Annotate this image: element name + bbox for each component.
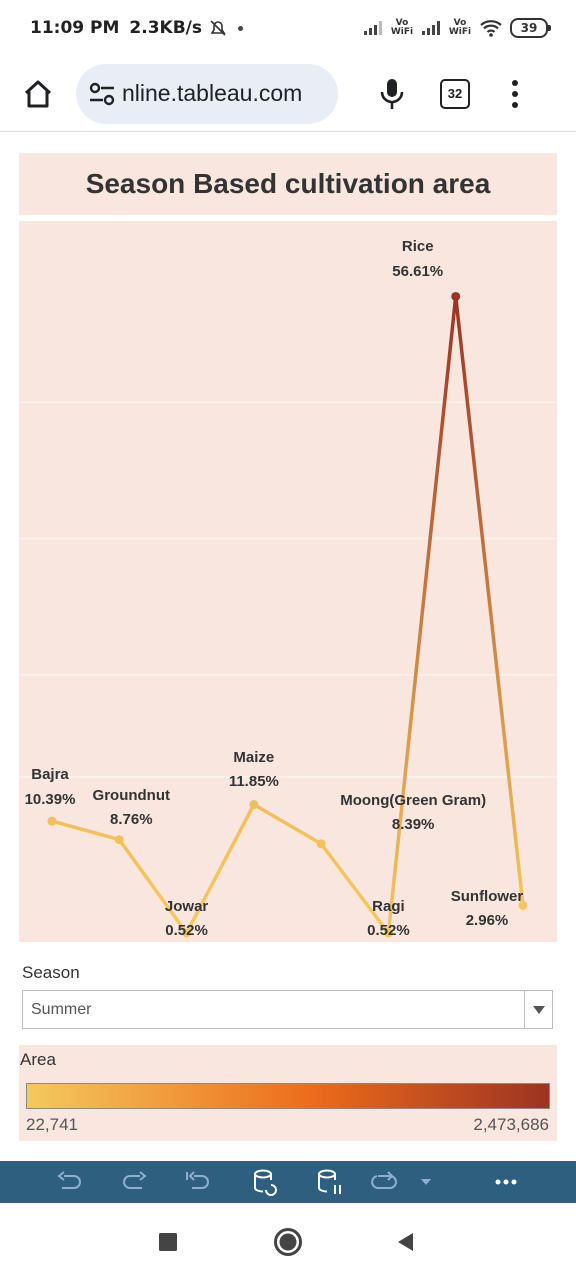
network-speed: 2.3KB/s xyxy=(129,18,202,38)
value-label-maize: 11.85% xyxy=(229,773,279,790)
series-line-segment xyxy=(319,842,391,935)
value-label-rice: 56.61% xyxy=(392,263,443,280)
label-sunflower: Sunflower xyxy=(451,888,524,905)
refresh-data-button[interactable] xyxy=(252,1168,280,1196)
chevron-down-icon xyxy=(421,1179,431,1185)
database-pause-icon xyxy=(318,1169,341,1194)
battery-icon: 39 xyxy=(510,18,551,38)
undo-button[interactable] xyxy=(56,1168,84,1196)
series-line-segment xyxy=(386,294,458,935)
value-label-bajra: 10.39% xyxy=(25,791,76,808)
value-label-jowar: 0.52% xyxy=(165,922,208,939)
series-line-segment xyxy=(50,819,122,842)
series-line-segment xyxy=(453,294,525,908)
line-chart[interactable]: Bajra 10.39% Groundnut 8.76% Jowar 0.52% Maize… xyxy=(19,221,557,942)
series-line-segment xyxy=(184,802,256,935)
legend-max-value: 2,473,686 xyxy=(473,1115,549,1134)
data-point-rice xyxy=(451,291,461,301)
label-groundnut: Groundnut xyxy=(93,787,170,804)
label-moong-green-gram-: Moong(Green Gram) xyxy=(340,792,486,809)
signal-icon xyxy=(364,21,382,35)
voice-search-button[interactable] xyxy=(374,70,410,118)
vowifi-icon: Vo WiFi xyxy=(448,18,472,37)
legend-color-ramp xyxy=(26,1083,550,1109)
color-legend: Area 22,741 2,473,686 xyxy=(19,1045,557,1141)
more-options-icon[interactable] xyxy=(510,79,520,108)
redo-button[interactable] xyxy=(120,1168,148,1196)
vowifi-icon: Vo WiFi xyxy=(390,18,414,37)
redo-icon xyxy=(123,1171,147,1189)
chart-svg[interactable]: Bajra 10.39% Groundnut 8.76% Jowar 0.52% Maize… xyxy=(19,221,557,942)
label-ragi: Ragi xyxy=(372,898,405,915)
viz-title-container: Season Based cultivation area xyxy=(19,153,557,215)
data-point-bajra xyxy=(47,816,57,826)
signal-icon xyxy=(422,21,440,35)
system-navigation-bar xyxy=(0,1203,576,1280)
recents-button[interactable] xyxy=(153,1227,183,1257)
value-label-ragi: 0.52% xyxy=(367,922,410,939)
address-bar[interactable]: nline.tableau.com xyxy=(76,63,338,124)
label-rice: Rice xyxy=(402,238,434,255)
more-toolbar-options[interactable] xyxy=(492,1168,520,1196)
back-button[interactable] xyxy=(390,1227,420,1257)
undo-icon xyxy=(57,1171,81,1189)
replay-speed-dropdown[interactable] xyxy=(412,1168,440,1196)
data-point-ragi xyxy=(383,928,393,938)
viz-title: Season Based cultivation area xyxy=(85,168,491,199)
series-line-segment xyxy=(252,802,323,846)
data-point-groundnut xyxy=(114,835,124,845)
data-point-moong-green-gram- xyxy=(316,839,326,849)
season-dropdown[interactable]: Summer xyxy=(22,990,553,1029)
bell-muted-icon xyxy=(210,20,226,36)
circle-icon xyxy=(274,1228,302,1256)
home-nav-button[interactable] xyxy=(273,1227,303,1257)
label-bajra: Bajra xyxy=(31,766,69,783)
status-time: 11:09 PM xyxy=(30,18,120,38)
dropdown-arrow[interactable] xyxy=(524,991,552,1028)
legend-min-value: 22,741 xyxy=(26,1115,78,1134)
status-bar: 11:09 PM 2.3KB/s Vo WiFi Vo WiFi 39 xyxy=(0,0,576,56)
microphone-icon xyxy=(380,78,404,109)
value-label-groundnut: 8.76% xyxy=(110,811,153,828)
home-button[interactable] xyxy=(14,70,62,118)
chevron-down-icon xyxy=(532,1005,545,1014)
season-filter-label: Season xyxy=(22,963,80,982)
revert-button[interactable] xyxy=(184,1168,212,1196)
label-jowar: Jowar xyxy=(165,898,209,915)
series-line-segment xyxy=(117,837,189,935)
ellipsis-icon xyxy=(495,1179,517,1185)
tableau-toolbar xyxy=(0,1161,576,1203)
data-point-maize xyxy=(249,800,259,810)
label-maize: Maize xyxy=(233,749,274,766)
season-selected-value: Summer xyxy=(31,1000,92,1018)
url-text: nline.tableau.com xyxy=(122,80,303,106)
legend-title: Area xyxy=(20,1050,56,1069)
browser-toolbar: nline.tableau.com 32 xyxy=(0,56,576,132)
back-triangle-icon xyxy=(398,1233,413,1251)
revert-icon xyxy=(186,1171,209,1189)
home-icon xyxy=(24,80,52,107)
square-icon xyxy=(159,1233,177,1251)
data-point-sunflower xyxy=(518,900,528,910)
pause-updates-button[interactable] xyxy=(316,1168,344,1196)
notification-dot xyxy=(238,25,243,31)
wifi-icon xyxy=(480,20,502,37)
value-label-sunflower: 2.96% xyxy=(466,912,509,929)
replay-animation-button[interactable] xyxy=(370,1168,398,1196)
data-point-jowar xyxy=(182,928,192,938)
site-settings-icon[interactable] xyxy=(86,78,118,110)
replay-icon xyxy=(371,1171,397,1189)
tab-switcher-button[interactable]: 32 xyxy=(440,78,470,109)
value-label-moong-green-gram-: 8.39% xyxy=(392,816,435,833)
database-refresh-icon xyxy=(254,1169,277,1196)
